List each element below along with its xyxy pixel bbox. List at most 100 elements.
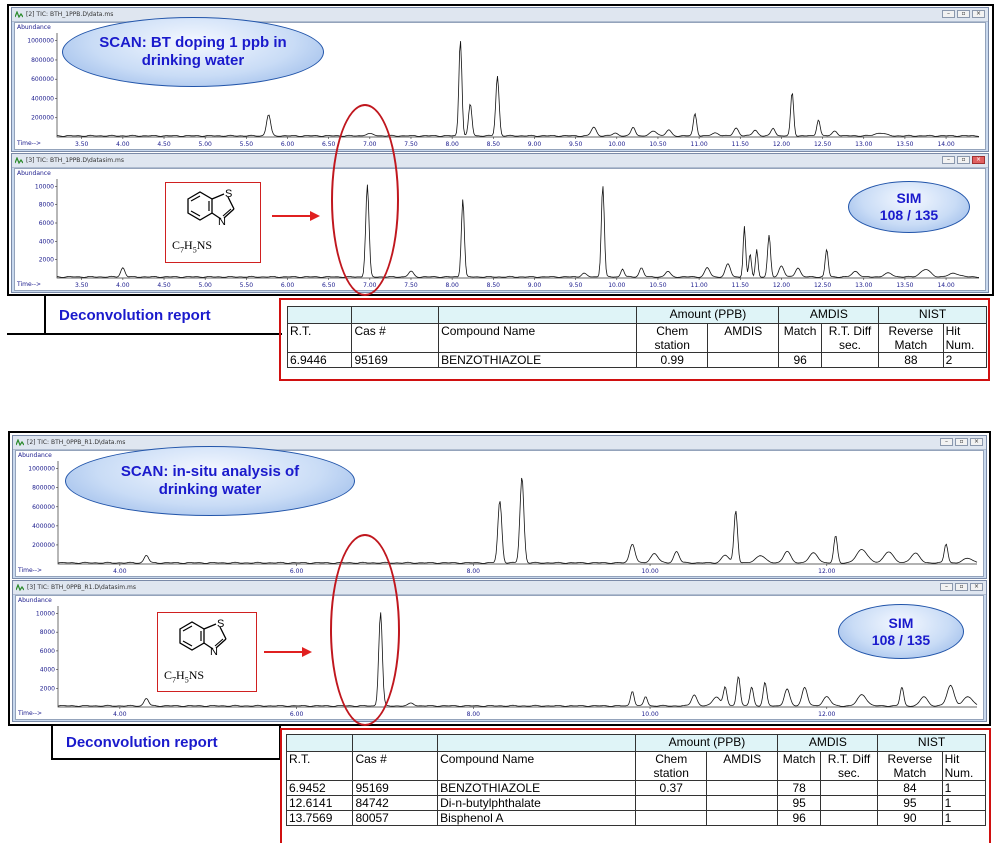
minimize-button[interactable]: –	[942, 10, 955, 18]
y-axis-label: Abundance	[18, 452, 52, 459]
col-rtdiff: R.T. Diff sec.	[819, 751, 879, 781]
x-tick-label: 10.50	[649, 141, 666, 148]
x-tick-label: 4.00	[116, 141, 130, 148]
y-tick-label: 200000	[32, 542, 55, 549]
p2-sim-chart: 10000 8000 6000 4000 2000 4.00 6.00 8.00 10.00 12…	[36, 606, 978, 718]
p1-scan-titlebar[interactable]: [2] TIC: BTH_1PPB.D\data.ms – ▫ ×	[12, 8, 988, 22]
callout-line: SIM	[888, 614, 914, 631]
chromatogram-icon	[16, 439, 24, 446]
x-tick-label: 6.00	[290, 568, 304, 575]
y-axis-label: Abundance	[17, 170, 51, 177]
x-tick-label: 4.00	[113, 711, 127, 718]
p2-peak-highlight-ring	[330, 534, 400, 726]
col-cas: Cas #	[352, 751, 439, 781]
p2-report-label: Deconvolution report	[66, 734, 218, 751]
x-tick-label: 8.00	[445, 141, 459, 148]
callout-line: SCAN: BT doping 1 ppb in	[99, 34, 287, 51]
col-chem: Chem station	[636, 323, 708, 353]
x-tick-label: 12.00	[818, 568, 835, 575]
x-axis-label: Time-->	[18, 710, 43, 717]
y-tick-label: 2000	[40, 685, 55, 692]
col-chem: Chem station	[635, 751, 707, 781]
x-tick-label: 8.00	[467, 568, 481, 575]
y-tick-label: 600000	[32, 504, 55, 511]
chromatogram-icon	[15, 157, 23, 164]
x-tick-label: 9.00	[528, 141, 542, 148]
x-tick-label: 8.50	[487, 141, 501, 148]
p1-report-hline	[7, 333, 282, 335]
y-tick-label: 4000	[40, 667, 55, 674]
minimize-button[interactable]: –	[940, 583, 953, 591]
y-tick-label: 800000	[31, 57, 54, 64]
group-amount: Amount (PPB)	[635, 734, 779, 752]
p2-scan-title: [2] TIC: BTH_0PPB_R1.D\data.ms	[27, 439, 126, 446]
col-rev: Reverse Match	[878, 323, 944, 353]
benzothiazole-structure: S N	[187, 188, 235, 228]
x-tick-label: 10.00	[641, 568, 658, 575]
x-tick-label: 8.50	[487, 282, 501, 289]
group-amdis: AMDIS	[777, 734, 879, 752]
restore-button[interactable]: ▫	[957, 156, 970, 164]
group-nist: NIST	[877, 734, 986, 752]
p1-sim-window[interactable]: [3] TIC: BTH_1PPB.D\datasim.ms – ▫ × Abu…	[11, 153, 989, 293]
table-row: 13.7569 80057 Bisphenol A 96 90 1	[285, 810, 987, 826]
x-tick-label: 6.00	[290, 711, 304, 718]
p1-sim-titlebar[interactable]: [3] TIC: BTH_1PPB.D\datasim.ms – ▫ ×	[12, 154, 988, 168]
x-tick-label: 11.00	[691, 282, 708, 289]
p1-sim-plot[interactable]: Abundance Time--> 10000 8000 6000 4000 2000 3…	[14, 168, 986, 291]
y-tick-label: 800000	[32, 485, 55, 492]
restore-button[interactable]: ▫	[955, 438, 968, 446]
x-tick-label: 13.50	[896, 282, 913, 289]
x-tick-label: 9.50	[569, 282, 583, 289]
x-tick-label: 7.50	[404, 282, 418, 289]
p2-sim-callout: SIM 108 / 135	[838, 604, 964, 659]
col-rtdiff: R.T. Diff sec.	[820, 323, 880, 353]
p2-scan-titlebar[interactable]: [2] TIC: BTH_0PPB_R1.D\data.ms – ▫ ×	[13, 436, 986, 450]
callout-line: drinking water	[158, 481, 262, 498]
y-axis-label: Abundance	[17, 24, 51, 31]
x-tick-label: 10.00	[608, 282, 625, 289]
x-tick-label: 3.50	[75, 282, 89, 289]
restore-button[interactable]: ▫	[957, 10, 970, 18]
x-tick-label: 4.50	[157, 282, 171, 289]
axis-lines	[56, 179, 979, 279]
group-nist: NIST	[878, 306, 987, 324]
col-rev: Reverse Match	[877, 751, 943, 781]
axis-lines	[57, 461, 977, 565]
p1-scan-callout: SCAN: BT doping 1 ppb in drinking water	[62, 17, 324, 87]
close-button[interactable]: ×	[972, 156, 985, 164]
callout-line: 108 / 135	[871, 631, 931, 648]
chromatogram-trace	[57, 477, 978, 564]
p1-report-label: Deconvolution report	[59, 307, 211, 324]
group-amdis: AMDIS	[778, 306, 880, 324]
y-tick-label: 6000	[40, 648, 55, 655]
x-tick-label: 11.50	[732, 282, 749, 289]
atom-n: N	[210, 646, 218, 658]
close-button[interactable]: ×	[970, 583, 983, 591]
x-tick-label: 6.50	[322, 282, 336, 289]
y-axis-label: Abundance	[18, 597, 52, 604]
table-row: 6.9446 95169 BENZOTHIAZOLE 0.99 96 88 2	[286, 352, 988, 368]
p1-sim-chart: 10000 8000 6000 4000 2000 3.50 4.00 4.50 5.00 5.5…	[35, 179, 979, 289]
molecular-formula: C7H5NS	[172, 238, 213, 255]
close-button[interactable]: ×	[970, 438, 983, 446]
y-tick-label: 1000000	[27, 38, 54, 45]
minimize-button[interactable]: –	[940, 438, 953, 446]
p1-report-table: Amount (PPB) AMDIS NIST R.T. Cas # Compo…	[286, 306, 988, 368]
restore-button[interactable]: ▫	[955, 583, 968, 591]
minimize-button[interactable]: –	[942, 156, 955, 164]
col-name: Compound Name	[437, 751, 637, 781]
arrow-icon	[264, 647, 312, 657]
x-tick-label: 13.00	[855, 282, 872, 289]
close-button[interactable]: ×	[972, 10, 985, 18]
x-tick-label: 4.00	[113, 568, 127, 575]
p2-sim-titlebar[interactable]: [3] TIC: BTH_0PPB_R1.D\datasim.ms – ▫ ×	[13, 581, 986, 595]
x-tick-label: 13.00	[855, 141, 872, 148]
atom-n: N	[218, 216, 226, 228]
x-tick-label: 12.50	[814, 282, 831, 289]
x-axis-label: Time-->	[17, 281, 42, 288]
col-cas: Cas #	[351, 323, 440, 353]
x-tick-label: 13.50	[896, 141, 913, 148]
arrow-icon	[272, 211, 320, 221]
y-tick-label: 10000	[35, 183, 54, 190]
